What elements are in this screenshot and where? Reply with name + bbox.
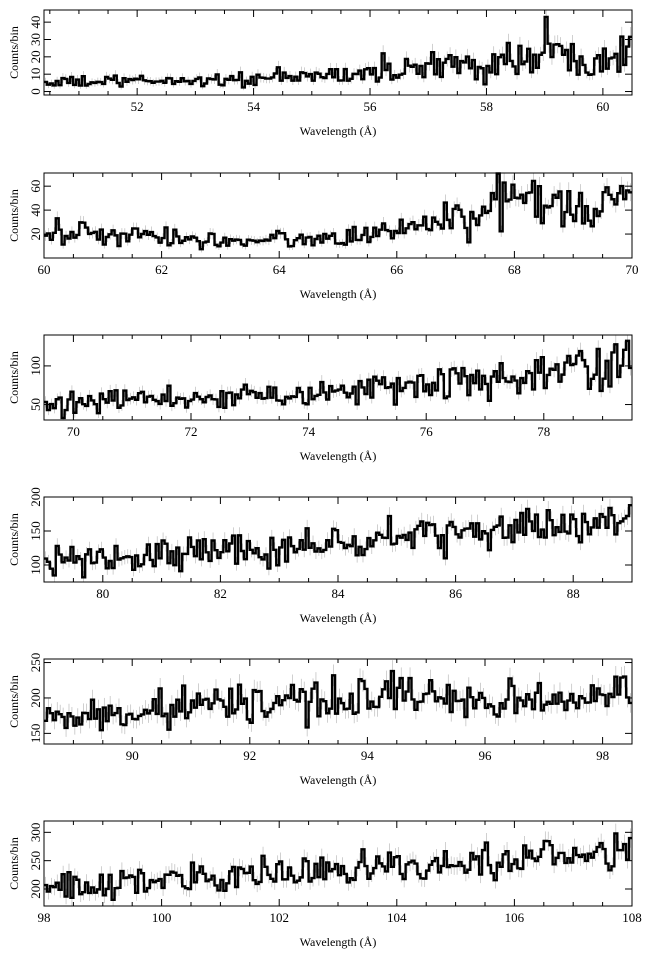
x-tick-label: 68	[508, 262, 521, 277]
x-tick-label: 64	[273, 262, 287, 277]
spectrum-panel-3: 70 72 74 76 78 50 100 Wavelength (Å) Counts/bin	[7, 334, 633, 463]
y-tick-label: 0	[28, 88, 43, 95]
x-axis-label: Wavelength (Å)	[300, 935, 377, 949]
spectrum-panel-1: 52 54 56 58 60 0 10 20 30 40 Wavelength (Å) Counts/…	[7, 9, 633, 138]
x-axis-label: Wavelength (Å)	[300, 773, 377, 787]
x-tick-label: 98	[38, 910, 51, 925]
x-tick-label: 102	[269, 910, 289, 925]
x-tick-label: 92	[243, 748, 256, 763]
y-tick-label: 40	[28, 204, 43, 217]
x-tick-label: 70	[67, 424, 80, 439]
x-ticks	[43, 821, 633, 906]
spectrum-series	[44, 172, 632, 251]
x-tick-label: 100	[152, 910, 172, 925]
spectrum-panel-4: 80 82 84 86 88 100 150 200 Wavelength (Å) Counts/…	[7, 487, 633, 625]
y-tick-label: 10	[28, 68, 43, 81]
x-tick-label: 74	[302, 424, 316, 439]
y-tick-label: 200	[28, 487, 43, 507]
x-tick-label: 86	[449, 586, 463, 601]
x-ticks	[43, 659, 633, 744]
y-axis-label: Counts/bin	[7, 837, 21, 890]
x-tick-label: 60	[38, 262, 51, 277]
y-axis-label: Counts/bin	[7, 513, 21, 566]
y-axis-label: Counts/bin	[7, 351, 21, 404]
x-tick-label: 96	[479, 748, 493, 763]
x-ticks	[43, 173, 633, 258]
x-tick-label: 84	[332, 586, 346, 601]
x-tick-label: 78	[537, 424, 550, 439]
y-tick-label: 40	[28, 16, 43, 29]
x-ticks	[49, 10, 633, 95]
y-axis-label: Counts/bin	[7, 675, 21, 728]
y-tick-label: 250	[28, 851, 43, 871]
x-tick-label: 88	[567, 586, 580, 601]
y-axis-label: Counts/bin	[7, 26, 21, 79]
x-tick-label: 54	[247, 99, 261, 114]
y-tick-label: 300	[28, 823, 43, 843]
x-tick-label: 58	[480, 99, 493, 114]
y-tick-label: 250	[28, 653, 43, 673]
x-tick-label: 70	[626, 262, 639, 277]
y-tick-label: 150	[28, 724, 43, 744]
x-tick-label: 76	[420, 424, 434, 439]
spectrum-series	[44, 15, 632, 89]
y-tick-label: 200	[28, 879, 43, 899]
x-tick-label: 106	[505, 910, 525, 925]
spectrum-series	[44, 339, 632, 420]
spectrum-series	[44, 503, 632, 579]
x-tick-label: 104	[387, 910, 407, 925]
x-tick-label: 108	[622, 910, 642, 925]
x-axis-label: Wavelength (Å)	[300, 449, 377, 463]
y-tick-label: 60	[28, 180, 43, 193]
x-ticks	[43, 335, 633, 420]
x-axis-label: Wavelength (Å)	[300, 124, 377, 138]
y-tick-label: 30	[28, 33, 43, 46]
y-tick-label: 200	[28, 688, 43, 708]
x-tick-label: 94	[361, 748, 375, 763]
y-tick-label: 100	[28, 555, 43, 575]
x-tick-label: 98	[596, 748, 609, 763]
y-tick-label: 20	[28, 228, 43, 241]
y-axis-label: Counts/bin	[7, 189, 21, 242]
x-tick-label: 80	[96, 586, 109, 601]
x-ticks	[43, 497, 633, 582]
spectrum-series	[44, 669, 632, 732]
x-tick-label: 66	[390, 262, 404, 277]
x-axis-label: Wavelength (Å)	[300, 287, 377, 301]
plot-frame	[43, 9, 633, 96]
x-axis-label: Wavelength (Å)	[300, 611, 377, 625]
spectrum-panel-6: 98 100 102 104 106 108 200 250 300 Wavelength (Å)…	[7, 820, 642, 949]
x-tick-label: 72	[185, 424, 198, 439]
x-tick-label: 60	[596, 99, 609, 114]
y-tick-label: 50	[28, 398, 43, 411]
x-tick-label: 52	[131, 99, 144, 114]
x-tick-label: 82	[214, 586, 227, 601]
y-tick-label: 100	[28, 356, 43, 376]
spectrum-panel-5: 90 92 94 96 98 150 200 250 Wavelength (Å) Counts/…	[7, 653, 633, 787]
x-tick-label: 90	[126, 748, 139, 763]
y-tick-label: 20	[28, 50, 43, 63]
x-tick-label: 62	[155, 262, 168, 277]
spectrum-panel-2: 60 62 64 66 68 70 20 40 60 Wavelength (Å) Counts/b…	[7, 172, 639, 301]
spectrum-series	[44, 832, 632, 901]
x-tick-label: 56	[364, 99, 378, 114]
y-tick-label: 150	[28, 521, 43, 541]
